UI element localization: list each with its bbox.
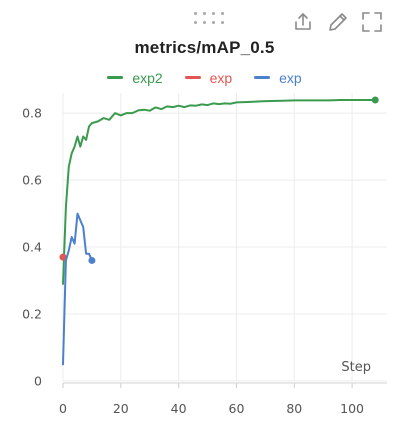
y-tick-label: 0.4 bbox=[22, 240, 42, 255]
series-line-2 bbox=[63, 214, 92, 365]
y-tick-label: 0.2 bbox=[22, 307, 42, 322]
series-end-marker-2 bbox=[88, 257, 95, 264]
x-tick-label: 60 bbox=[229, 401, 245, 416]
series-line-0 bbox=[63, 100, 375, 284]
y-tick-label: 0 bbox=[34, 374, 42, 389]
x-tick-label: 80 bbox=[286, 401, 302, 416]
x-tick-label: 20 bbox=[113, 401, 129, 416]
series-end-marker-0 bbox=[372, 97, 379, 104]
x-tick-label: 0 bbox=[59, 401, 67, 416]
x-axis-title: Step bbox=[341, 360, 371, 375]
y-tick-label: 0.8 bbox=[22, 106, 42, 121]
x-tick-label: 100 bbox=[340, 401, 364, 416]
y-tick-label: 0.6 bbox=[22, 173, 42, 188]
x-tick-label: 40 bbox=[171, 401, 187, 416]
